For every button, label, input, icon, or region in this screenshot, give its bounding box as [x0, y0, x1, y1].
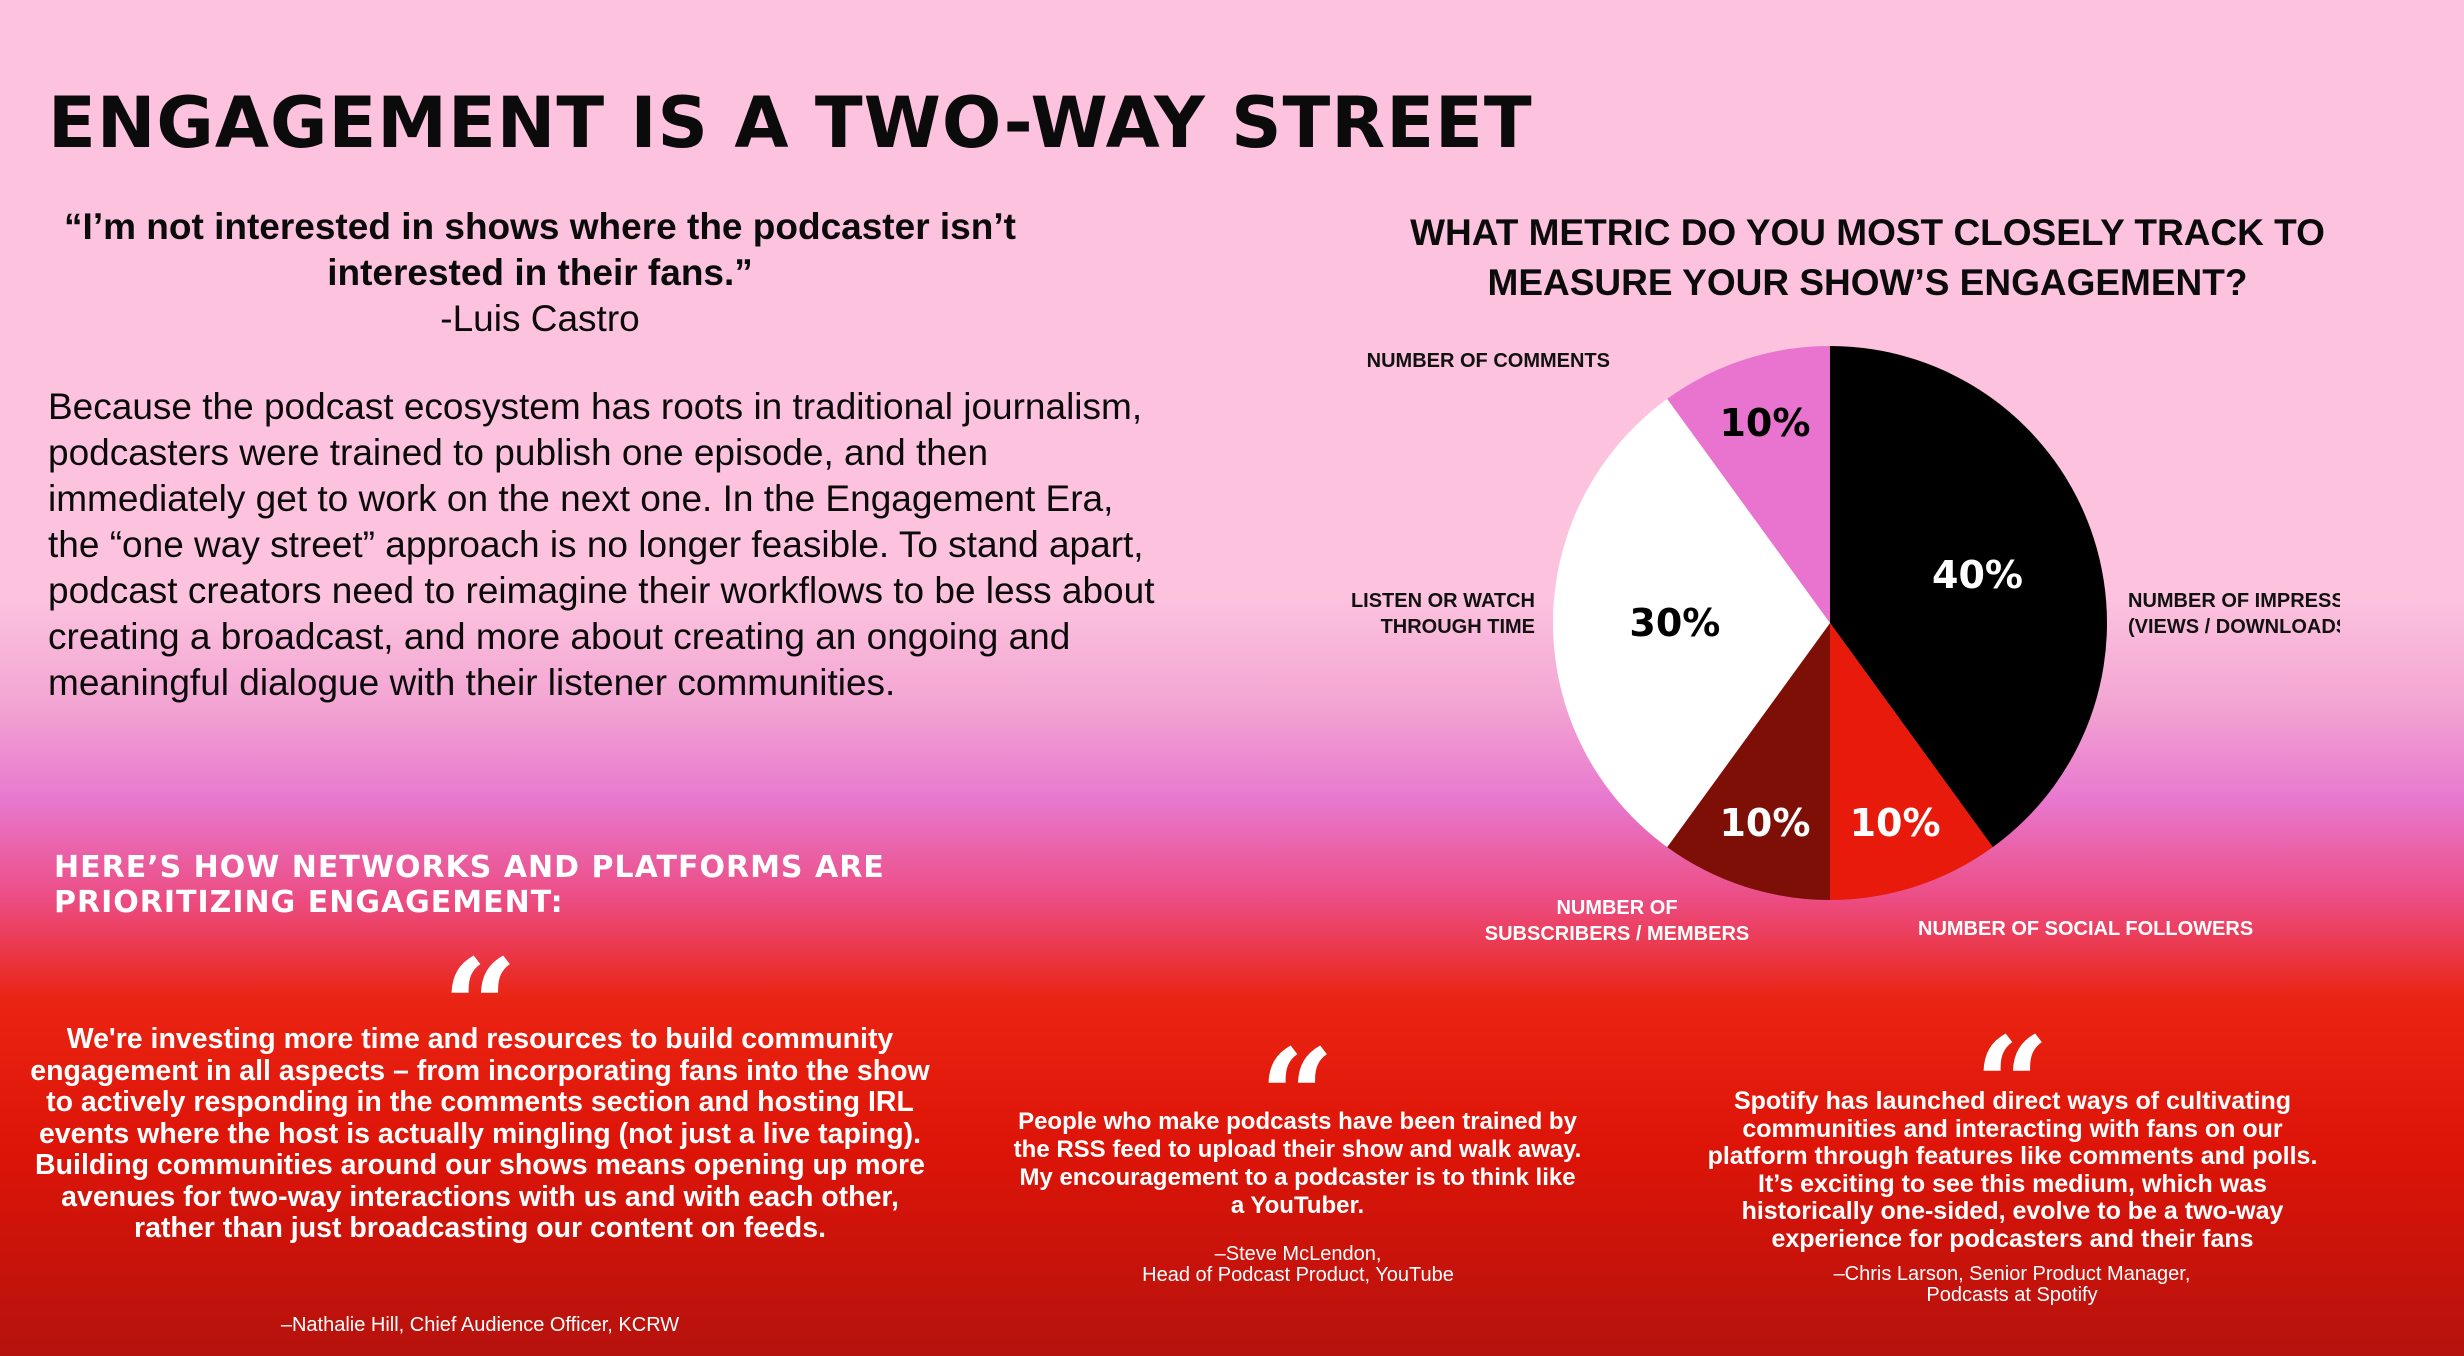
pie-slice — [1553, 398, 1830, 848]
quote-mark-icon: “ — [442, 930, 518, 1083]
quote-text: Spotify has launched direct ways of cult… — [1707, 1087, 2318, 1253]
attribution-role: Head of Podcast Product, YouTube — [1142, 1264, 1454, 1286]
quote-mark-icon: “ — [1259, 1020, 1335, 1173]
quote-mark-icon: “ — [1974, 1008, 2050, 1161]
chart-title: WHAT METRIC DO YOU MOST CLOSELY TRACK TO… — [1410, 212, 2325, 303]
quote-attribution: –Steve McLendon, Head of Podcast Product… — [1110, 1244, 1486, 1286]
quote-attribution: –Nathalie Hill, Chief Audience Officer, … — [280, 1314, 680, 1336]
pie-category-label: NUMBER OF SUBSCRIBERS / MEMBERS — [1485, 897, 1749, 945]
pie-percent-label: 10% — [1719, 801, 1810, 845]
lead-quote-author: -Luis Castro — [440, 298, 640, 339]
page-title: ENGAGEMENT IS A TWO-WAY STREET — [48, 82, 1533, 164]
lead-quote: “I’m not interested in shows where the p… — [60, 204, 1020, 342]
pie-category-label: NUMBER OF COMMENTS — [1367, 350, 1610, 372]
networks-heading: HERE’S HOW NETWORKS AND PLATFORMS ARE PR… — [54, 850, 885, 920]
pie-percent-label: 10% — [1850, 801, 1941, 845]
pie-slice — [1667, 623, 1830, 900]
lead-quote-text: “I’m not interested in shows where the p… — [64, 206, 1016, 293]
pie-percent-label: 30% — [1629, 601, 1720, 645]
pie-chart: 40% NUMBER OF IMPRESSIONS(VIEWS / DOWNLOA… — [1351, 346, 2340, 945]
pie-slice — [1667, 346, 1830, 623]
pie-percent-label: 40% — [1932, 553, 2023, 597]
attribution-name: –Steve McLendon, — [1214, 1243, 1382, 1265]
quote-text: We're investing more time and resources … — [30, 1023, 930, 1244]
pie-category-label: LISTEN OR WATCH THROUGH TIME — [1351, 590, 1535, 638]
attribution-role: Podcasts at Spotify — [1926, 1283, 2098, 1306]
quote-text: People who make podcasts have been train… — [1013, 1108, 1582, 1219]
pie-category-label: NUMBER OF SOCIAL FOLLOWERS — [1918, 918, 2253, 940]
quote-attribution: –Chris Larson, Senior Product Manager, P… — [1782, 1264, 2242, 1305]
intro-paragraph: Because the podcast ecosystem has roots … — [48, 386, 1155, 703]
attribution-name: –Chris Larson, Senior Product Manager, — [1833, 1263, 2191, 1285]
pie-slice — [1830, 346, 2107, 848]
pie-slice — [1830, 623, 1993, 900]
pie-category-label: NUMBER OF IMPRESSIONS(VIEWS / DOWNLOADS) — [2128, 590, 2340, 638]
pie-percent-label: 10% — [1719, 401, 1810, 445]
